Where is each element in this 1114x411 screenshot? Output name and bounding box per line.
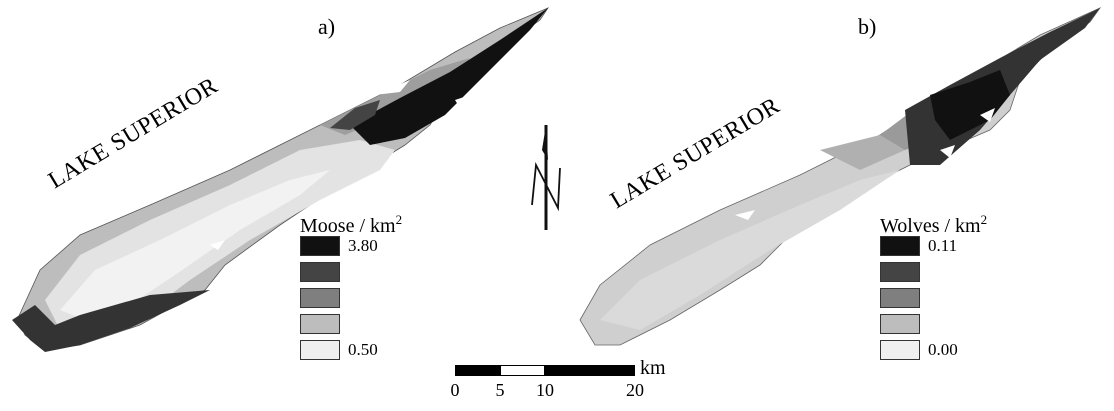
legend-label-min: 0.50: [348, 340, 378, 359]
legend-swatch: [300, 340, 340, 360]
moose-density-map: [12, 7, 550, 352]
legend-moose-title: Moose / km2: [300, 212, 403, 237]
legend-moose: Moose / km2 3.80 0.50: [300, 212, 450, 362]
scale-tick-label: 10: [536, 380, 554, 400]
scale-segment-black: [455, 365, 500, 376]
island-b-darkest-zone: [930, 70, 1010, 140]
legend-label-min: 0.00: [928, 340, 958, 359]
island-b-light-zone: [600, 170, 900, 330]
north-arrow-icon: [531, 125, 561, 230]
legend-swatch: [880, 288, 920, 308]
scale-segment-black: [545, 365, 635, 376]
panel-a-letter: a): [318, 14, 336, 39]
island-a-darker-zone: [330, 100, 380, 130]
scale-tick-label: 0: [450, 380, 460, 400]
legend-wolves: Wolves / km2 0.11 0.00: [880, 212, 1040, 362]
scale-tick-label: 20: [626, 380, 644, 400]
wolf-density-map: [579, 7, 1102, 346]
legend-swatch: [300, 262, 340, 282]
legend-swatch: [300, 314, 340, 334]
scale-bar: km 0 5 10 20: [451, 357, 715, 411]
legend-wolves-title: Wolves / km2: [880, 212, 988, 237]
legend-swatch: [300, 236, 340, 256]
island-a-dark-zone: [350, 8, 548, 145]
legend-label-max: 3.80: [348, 236, 378, 255]
scale-segment-white: [500, 365, 545, 376]
legend-swatch: [880, 262, 920, 282]
scale-tick-label: 5: [495, 380, 505, 400]
legend-swatch: [880, 236, 920, 256]
legend-swatch: [300, 288, 340, 308]
legend-label-max: 0.11: [928, 236, 958, 255]
panel-b-letter: b): [858, 14, 877, 39]
island-a-lightest-zone: [60, 170, 330, 320]
legend-swatch: [880, 314, 920, 334]
legend-swatch: [880, 340, 920, 360]
island-a-sw-tip: [12, 290, 210, 352]
scale-unit: km: [640, 357, 666, 379]
